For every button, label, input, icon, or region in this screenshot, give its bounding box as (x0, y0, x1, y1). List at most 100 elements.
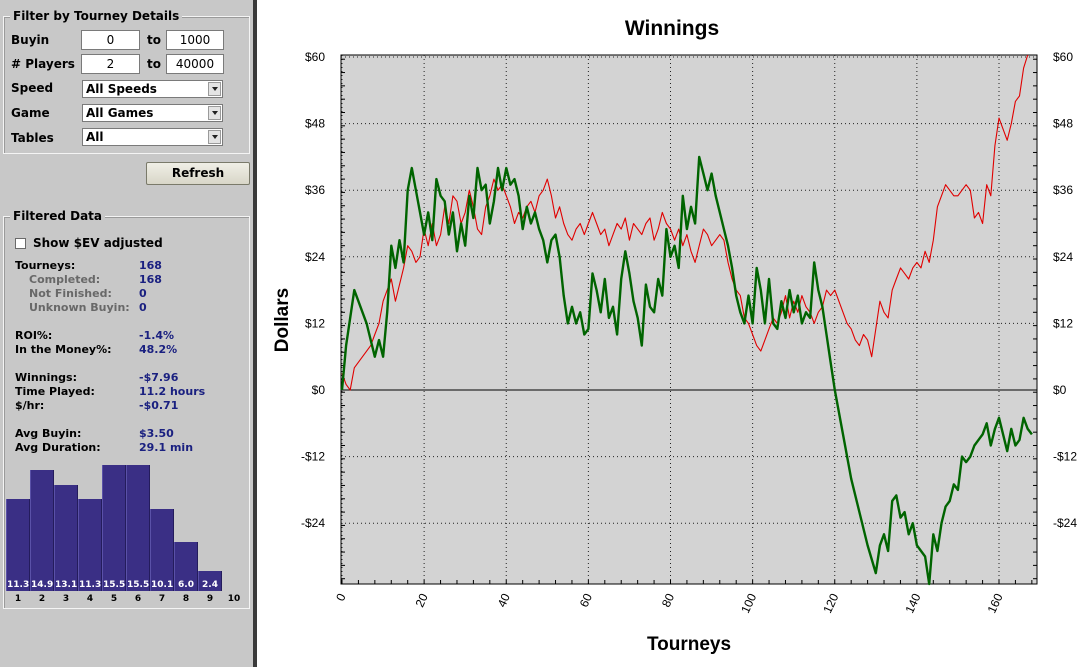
stat-value: 0 (139, 301, 147, 314)
x-tick-label: 120 (820, 591, 841, 615)
y-tick-label-right: $12 (1053, 316, 1073, 330)
y-tick-label-left: $60 (305, 50, 325, 64)
tables-label: Tables (11, 131, 54, 145)
tables-select[interactable]: All (82, 128, 223, 146)
stat-value: 29.1 min (139, 441, 194, 454)
histogram-bar: 13.1 (54, 485, 78, 591)
y-tick-label-right: -$24 (1053, 516, 1077, 530)
x-tick-label: 100 (738, 591, 759, 615)
buyin-max-input[interactable] (166, 30, 224, 50)
stat-label: Time Played: (15, 385, 95, 398)
buyin-min-input[interactable] (81, 30, 140, 50)
plot-area (340, 54, 1038, 585)
players-min-input[interactable] (81, 54, 140, 74)
y-tick-label-right: -$12 (1053, 450, 1077, 464)
stat-label: Completed: (29, 273, 101, 286)
x-tick-label: 60 (577, 591, 595, 609)
game-select[interactable]: All Games (82, 104, 223, 122)
y-tick-label-right: $60 (1053, 50, 1073, 64)
y-tick-label-left: $12 (305, 316, 325, 330)
histogram-bar-label: 6.0 (178, 580, 194, 590)
y-tick-label-right: $36 (1053, 183, 1073, 197)
histogram-x-label: 7 (158, 594, 166, 604)
x-tick-label: 160 (985, 591, 1006, 615)
histogram-x-label: 10 (227, 594, 241, 604)
players-max-input[interactable] (166, 54, 224, 74)
buyin-label: Buyin (11, 33, 50, 47)
x-tick-label: 0 (333, 591, 349, 603)
stat-value: 168 (139, 273, 162, 286)
histogram-bar-label: 13.1 (55, 580, 78, 590)
histogram-x-label: 2 (38, 594, 46, 604)
histogram-bar: 14.9 (30, 470, 54, 591)
stat-value: -$7.96 (139, 371, 179, 384)
tables-select-value: All (86, 130, 104, 144)
winnings-chart: $60 $60 $48 $48 $36 $36 $24 $24 $12 $12 $0 $0 -$12 -$… (272, 17, 1077, 655)
histogram-x-label: 4 (86, 594, 94, 604)
histogram-x-label: 9 (206, 594, 214, 604)
stat-label: Tourneys: (15, 259, 76, 272)
game-select-value: All Games (86, 106, 154, 120)
stat-value: 11.2 hours (139, 385, 206, 398)
stat-value: 0 (139, 287, 147, 300)
histogram-bar: 15.5 (102, 465, 126, 591)
stat-label: ROI%: (15, 329, 53, 342)
stat-label: Winnings: (15, 371, 77, 384)
histogram-x-label: 8 (182, 594, 190, 604)
y-tick-label-right: $0 (1053, 383, 1067, 397)
show-sev-adjusted-label: Show $EV adjusted (33, 236, 163, 250)
stat-value: 168 (139, 259, 162, 272)
histogram-bar: 6.0 (174, 542, 198, 591)
tables-dropdown-arrow-icon[interactable] (208, 130, 221, 144)
stat-label: $/hr: (15, 399, 45, 412)
game-dropdown-arrow-icon[interactable] (208, 106, 221, 120)
speed-select[interactable]: All Speeds (82, 80, 223, 98)
x-tick-label: 40 (495, 591, 513, 609)
stat-value: $3.50 (139, 427, 174, 440)
sev-winnings-line (341, 54, 1029, 391)
histogram-bar-label: 11.3 (79, 580, 102, 590)
refresh-button[interactable]: Refresh (146, 162, 250, 185)
stat-label: In the Money%: (15, 343, 112, 356)
winnings-line (340, 155, 1033, 586)
y-tick-label-left: $0 (312, 383, 326, 397)
y-axis-label: Dollars (272, 288, 293, 352)
buyin-to-label: to (147, 33, 161, 47)
y-tick-label-right: $24 (1053, 250, 1073, 264)
stat-value: -$0.71 (139, 399, 179, 412)
histogram-bar-label: 14.9 (31, 580, 54, 590)
left-panel: Filter by Tourney Details Buyin to # Pla… (0, 0, 253, 667)
players-label: # Players (11, 57, 75, 71)
x-tick-label: 140 (902, 591, 923, 615)
histogram-bar: 15.5 (126, 465, 150, 591)
histogram-bar: 11.3 (78, 499, 102, 591)
histogram-x-label: 1 (14, 594, 22, 604)
y-tick-label-left: -$12 (301, 450, 325, 464)
show-sev-adjusted-checkbox[interactable] (15, 238, 26, 249)
speed-dropdown-arrow-icon[interactable] (208, 82, 221, 96)
histogram-bar-label: 15.5 (127, 580, 150, 590)
histogram-bar: 2.4 (198, 571, 222, 591)
x-axis-label: Tourneys (647, 634, 731, 655)
histogram-bar: 10.1 (150, 509, 174, 591)
histogram-bar: 11.3 (6, 499, 30, 591)
stat-label: Not Finished: (29, 287, 112, 300)
histogram-x-label: 3 (62, 594, 70, 604)
panel-splitter[interactable] (253, 0, 257, 667)
stat-label: Unknown Buyin: (29, 301, 130, 314)
x-tick-label: 80 (659, 591, 677, 609)
stat-label: Avg Duration: (15, 441, 101, 454)
filter-groupbox: Filter by Tourney Details (3, 9, 250, 154)
histogram-x-label: 5 (110, 594, 118, 604)
speed-label: Speed (11, 81, 54, 95)
y-tick-label-right: $48 (1053, 117, 1073, 131)
histogram-bar-label: 10.1 (151, 580, 174, 590)
y-tick-label-left: $24 (305, 250, 325, 264)
duration-histogram: 11.3 14.9 13.1 11.3 15.5 15.5 10.1 6.0 2.4 1 2 3 4 5 6… (6, 462, 250, 607)
stat-value: -1.4% (139, 329, 175, 342)
y-tick-label-left: -$24 (301, 516, 325, 530)
filtered-data-title: Filtered Data (10, 209, 106, 223)
histogram-bar-label: 2.4 (202, 580, 218, 590)
y-tick-label-left: $36 (305, 183, 325, 197)
chart-title: Winnings (625, 17, 719, 40)
